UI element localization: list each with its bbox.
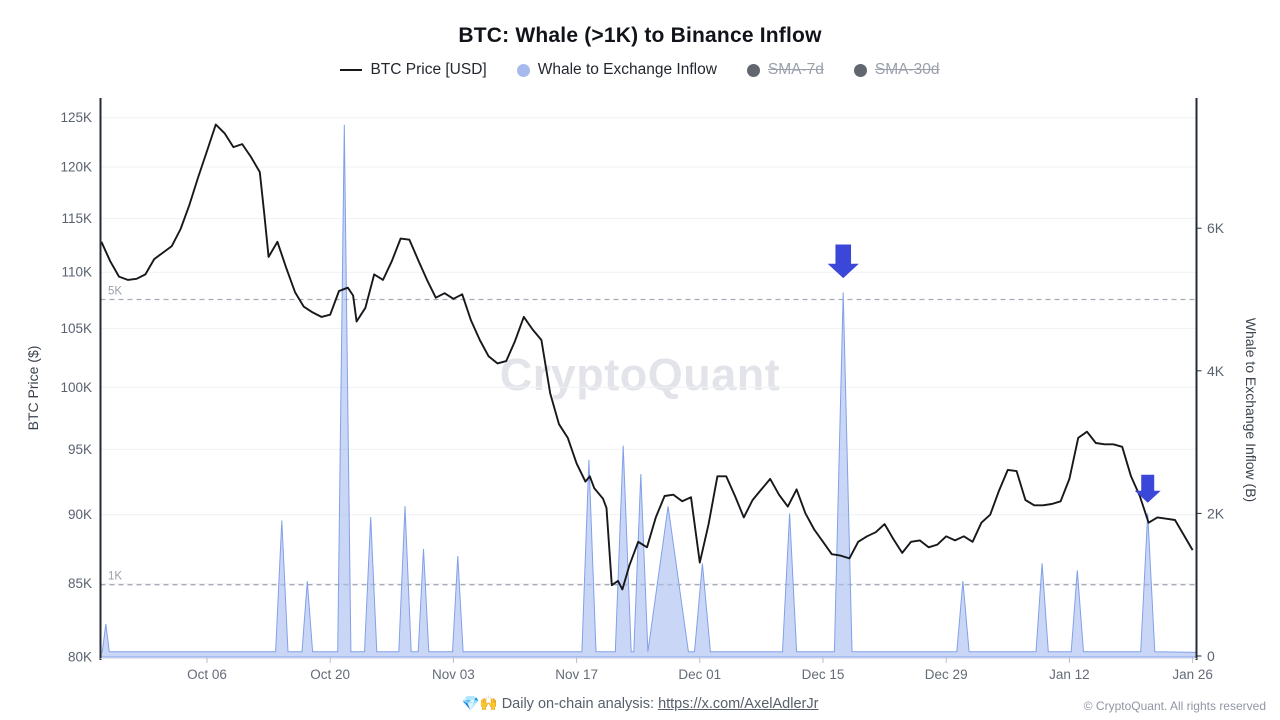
left-axis-tick-label: 95K: [68, 442, 92, 457]
circle-swatch-icon: [746, 63, 760, 77]
annotations: [827, 244, 1161, 503]
x-axis-tick-label: Jan 12: [1049, 667, 1090, 682]
legend-label: BTC Price [USD]: [370, 61, 487, 78]
page-title: BTC: Whale (>1K) to Binance Inflow: [458, 24, 822, 47]
copyright-notice: © CryptoQuant. All rights reserved: [1083, 699, 1266, 713]
x-axis-tick-label: Nov 03: [432, 667, 475, 682]
x-axis-tick-label: Nov 17: [555, 667, 598, 682]
down-arrow-icon: [1134, 474, 1161, 503]
circle-swatch-icon: [853, 63, 867, 77]
legend-item-sma7d[interactable]: SMA-7d: [746, 61, 824, 79]
circle-swatch-icon: [516, 63, 530, 77]
legend-label: SMA-7d: [767, 61, 824, 78]
legend-item-whale-inflow[interactable]: Whale to Exchange Inflow: [516, 61, 717, 79]
left-axis-tick-label: 90K: [68, 507, 92, 522]
line-swatch-icon: [340, 69, 363, 71]
whale-inflow-area[interactable]: [99, 124, 1198, 658]
x-axis-tick-label: Dec 01: [678, 667, 721, 682]
left-axis-tick-label: 110K: [61, 265, 92, 280]
axes: 125K 120K 115K 110K 105K 100K 95K 90K 85K 80K 6K 4K…: [60, 98, 1225, 682]
legend-label: Whale to Exchange Inflow: [537, 61, 717, 78]
right-axis-tick-label: 0: [1207, 648, 1215, 664]
right-axis-tick-label: 6K: [1207, 220, 1225, 236]
legend: BTC Price [USD] Whale to Exchange Inflow…: [0, 61, 1280, 79]
legend-item-sma30d[interactable]: SMA-30d: [853, 61, 940, 79]
btc-price-line[interactable]: [100, 123, 1194, 591]
down-arrow-icon: [827, 244, 859, 279]
x-axis-tick-label: Dec 15: [802, 667, 845, 682]
left-axis-tick-label: 85K: [68, 576, 92, 591]
right-axis-tick-label: 4K: [1207, 363, 1225, 379]
right-axis-title: Whale to Exchange Inflow (B): [1243, 318, 1259, 502]
right-axis-tick-label: 2K: [1207, 505, 1225, 521]
left-axis-tick-label: 80K: [68, 650, 92, 665]
x-axis-tick-label: Oct 06: [187, 667, 227, 682]
x-axis-tick-label: Jan 26: [1172, 667, 1213, 682]
left-axis-tick-label: 125K: [60, 110, 92, 125]
x-axis-tick-label: Oct 20: [310, 667, 350, 682]
x-axis-tick-label: Dec 29: [925, 667, 968, 682]
left-axis-tick-label: 120K: [60, 160, 92, 175]
reference-line-label: 1K: [108, 571, 122, 583]
reference-line-label: 5K: [108, 286, 122, 298]
footer: 💎🙌 Daily on-chain analysis: https://x.co…: [0, 695, 1280, 712]
author-link[interactable]: https://x.com/AxelAdlerJr: [658, 696, 819, 712]
legend-label: SMA-30d: [874, 61, 940, 78]
left-axis-tick-label: 115K: [61, 211, 92, 226]
left-axis-tick-label: 105K: [60, 321, 92, 336]
left-axis-title: BTC Price ($): [25, 346, 41, 431]
left-axis-tick-label: 100K: [60, 380, 92, 395]
series: [99, 123, 1198, 658]
legend-item-btc-price[interactable]: BTC Price [USD]: [340, 61, 487, 79]
footer-text: Daily on-chain analysis:: [501, 696, 655, 712]
gridlines: [100, 117, 1197, 658]
diamond-hands-icon: 💎🙌: [461, 696, 498, 712]
